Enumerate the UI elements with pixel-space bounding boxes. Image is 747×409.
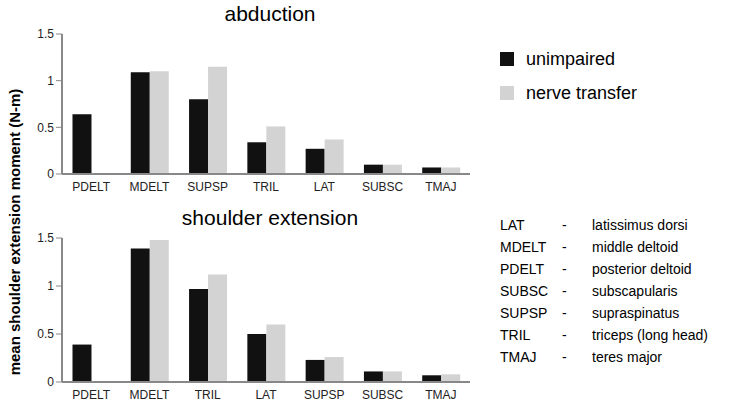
svg-text:TRIL: TRIL [253, 180, 279, 194]
html-text:SUBSC: SUBSC [500, 283, 549, 299]
svg-text:SUBSC: SUBSC [362, 388, 404, 402]
html-text:mean shoulder extension moment: mean shoulder extension moment (N-m) [5, 88, 23, 376]
html-text:latissimus dorsi: latissimus dorsi [592, 217, 688, 233]
svg-text:SUPSP: SUPSP [304, 388, 345, 402]
html-text:abduction: abduction [224, 2, 316, 25]
svg-text:1: 1 [47, 74, 54, 88]
svg-text:PDELT: PDELT [72, 388, 110, 402]
html-text:PDELT: PDELT [500, 261, 545, 277]
svg-text:LAT: LAT [314, 180, 336, 194]
html-text:subscapularis: subscapularis [592, 283, 678, 299]
html-text:TMAJ: TMAJ [500, 349, 537, 365]
html-text:posterior deltoid: posterior deltoid [592, 261, 692, 277]
html-text:TRIL: TRIL [500, 327, 531, 343]
html-text:LAT: LAT [500, 217, 525, 233]
html-text:middle deltoid: middle deltoid [592, 239, 679, 255]
svg-text:1.5: 1.5 [37, 231, 54, 245]
html-text:SUPSP: SUPSP [500, 305, 548, 321]
html-text:shoulder extension: shoulder extension [181, 206, 359, 229]
svg-text:SUPSP: SUPSP [187, 180, 228, 194]
svg-text:TRIL: TRIL [195, 388, 221, 402]
html-text:unimpaired: unimpaired [526, 48, 616, 69]
html-text:MDELT: MDELT [500, 239, 547, 255]
svg-text:0: 0 [47, 375, 54, 389]
html-text:teres major: teres major [592, 349, 662, 365]
svg-text:1: 1 [47, 279, 54, 293]
svg-text:0.5: 0.5 [37, 121, 54, 135]
svg-text:SUBSC: SUBSC [362, 180, 404, 194]
svg-text:0.5: 0.5 [37, 327, 54, 341]
svg-text:1.5: 1.5 [37, 27, 54, 41]
svg-text:PDELT: PDELT [72, 180, 110, 194]
html-text:nerve transfer: nerve transfer [526, 82, 638, 103]
svg-text:MDELT: MDELT [130, 180, 170, 194]
svg-text:MDELT: MDELT [130, 388, 170, 402]
svg-text:TMAJ: TMAJ [425, 180, 456, 194]
svg-text:0: 0 [47, 167, 54, 181]
html-text:supraspinatus: supraspinatus [592, 305, 680, 321]
html-text:triceps (long head): triceps (long head) [592, 327, 708, 343]
svg-text:LAT: LAT [255, 388, 277, 402]
svg-text:TMAJ: TMAJ [425, 388, 456, 402]
